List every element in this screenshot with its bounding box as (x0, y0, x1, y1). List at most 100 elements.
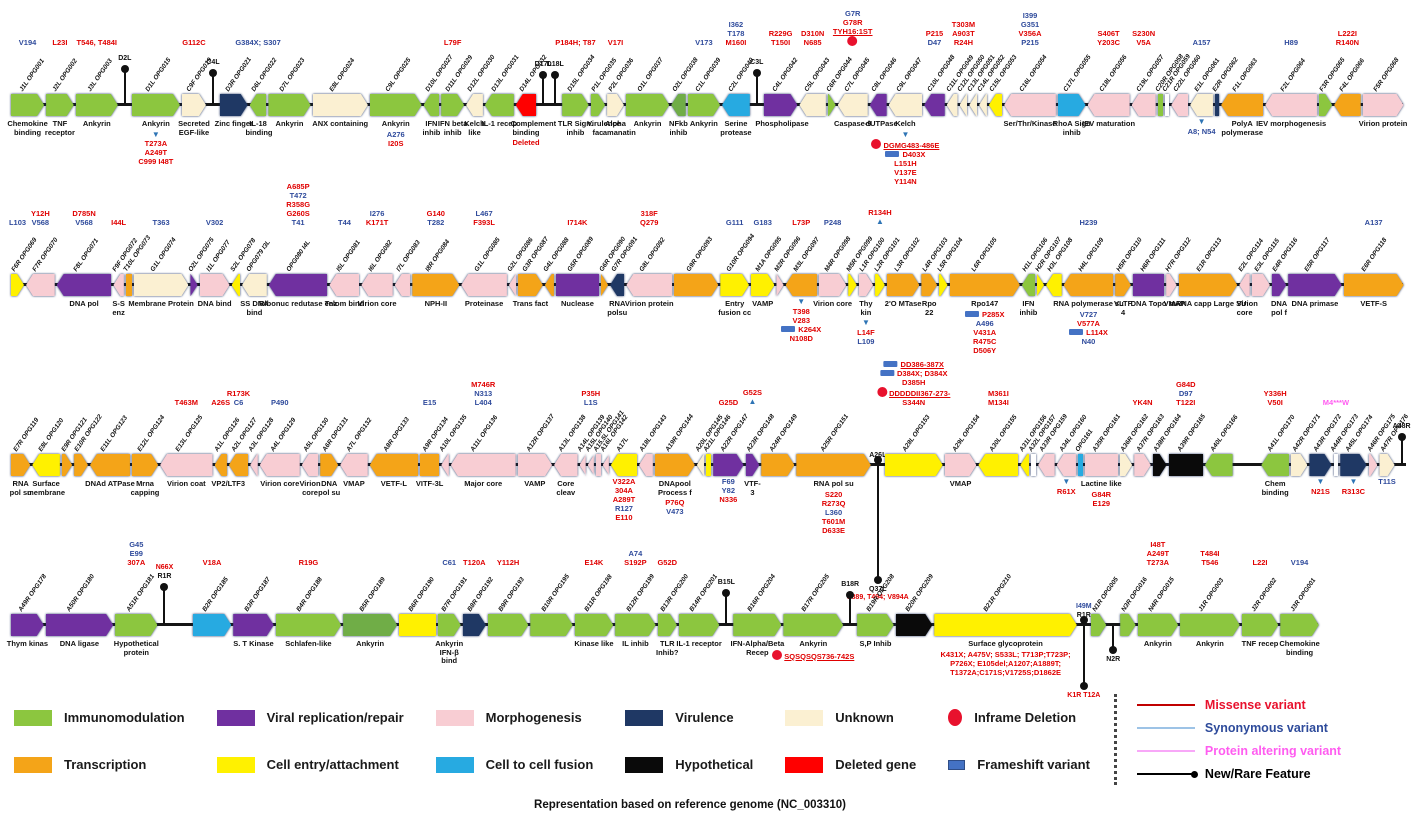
variant-text: T601M (821, 516, 846, 526)
variant-text: P248 (823, 218, 842, 227)
gene-arrow (1180, 614, 1240, 636)
legend-item: Frameshift variant (948, 757, 1090, 772)
variant-annotation: M134I (988, 398, 1009, 407)
variant-annotation: D633E (822, 526, 845, 535)
lollipop-dot (1079, 682, 1088, 690)
gene-function-label: Virion protein (1358, 119, 1408, 128)
gene-arrow (125, 274, 132, 296)
gene-name-label: E8L OPG024 (327, 57, 356, 93)
gene: L1R OPG100 Thy kin ▼ L14F L109 (857, 194, 887, 346)
legend-item: Cell entry/attachment (216, 756, 404, 773)
gene-arrow (466, 94, 483, 116)
gene-name-label: A49R OPG178 (17, 573, 49, 613)
variant-text: P76Q (665, 498, 685, 508)
gene: E3L OPG115 (1252, 194, 1281, 296)
variant-text: V568 (75, 218, 93, 227)
gene-function-label: DNA pol (69, 299, 99, 308)
gene-arrow (313, 94, 368, 116)
variant-text: Y336H (1263, 389, 1287, 398)
variant-text: D633E (822, 525, 846, 535)
variant-text: M4***W (1322, 398, 1350, 407)
variant-annotation: K431X; A475V; S533L; T713P;T723P; (940, 650, 1070, 659)
variant-text: G78R (842, 18, 863, 27)
variant-text: G384X; S307 (235, 38, 281, 47)
gene: O2L OPG075 (187, 194, 216, 296)
variant-annotation: A249T (145, 148, 168, 157)
gene-name-label: J3L OPG003 (85, 57, 114, 93)
gene-arrow (1272, 274, 1286, 296)
gene: E9R OPG121 (60, 374, 89, 476)
gene: L6R OPG105 Rpo147 P285X A496 V431A R475C D506Y (950, 194, 1020, 355)
gene-arrow (1171, 94, 1189, 116)
gene-arrow (848, 274, 856, 296)
variant-text: L23I (52, 38, 68, 47)
variant-arrow-icon: ▼ (1349, 477, 1358, 486)
variant-annotation: P215 (1021, 38, 1039, 47)
gene-arrow (182, 94, 206, 116)
gene-arrow (1340, 454, 1366, 476)
variant-annotation: V194 (19, 38, 37, 47)
gene: G3R OPG087 Trans fact (513, 194, 551, 309)
gene-arrow (595, 454, 601, 476)
variant-annotation: T303M (952, 20, 975, 29)
gene-function-label: Ribonuc redutase enz (259, 299, 338, 308)
variant-annotation: L222I (1338, 29, 1357, 38)
variant-text: D785N (72, 209, 96, 218)
gene-function-label: Surface glycoprotein (968, 639, 1043, 648)
gene-arrow (696, 454, 705, 476)
variant-annotation: 318F (641, 209, 658, 218)
variant-annotation: A48R (1393, 423, 1411, 431)
variant-text: V356A (1018, 29, 1042, 38)
variant-annotation: E99 (130, 549, 143, 558)
gene-function-label: Trans fact (512, 299, 549, 308)
gene: E1R OPG113 mRNA capp Large SU (1169, 194, 1246, 309)
variant-text: T363 (152, 218, 170, 227)
variant-text: V137E (894, 168, 917, 178)
gene: A47R OPG176 T11S (1378, 374, 1410, 486)
gene-arrow (1205, 454, 1233, 476)
variant-text: V17I (607, 38, 624, 47)
variant-text: G84R (1091, 489, 1112, 499)
variant-annotation: T601M (822, 517, 845, 526)
gene: R229G T150I C4L OPG042 Phospholipase (755, 14, 808, 129)
gene-arrow (1166, 274, 1176, 296)
variant-text: I49M (1076, 603, 1092, 611)
variant-annotation: S192P (624, 558, 647, 567)
gene-arrow (655, 454, 695, 476)
variant-text: S230N (1132, 29, 1156, 38)
gene: G183 M1A OPG095 VAMP (751, 194, 783, 309)
variant-text: D403X (902, 150, 926, 160)
variant-line-icon (1136, 771, 1198, 778)
variant-text: R475C (973, 336, 997, 346)
variant-annotation: B15L (718, 579, 735, 587)
inframe-deletion-icon (948, 709, 963, 726)
gene-arrow (320, 454, 338, 476)
gene-arrow (746, 454, 760, 476)
legend-label: Transcription (64, 757, 147, 772)
variant-text: D47 (927, 38, 942, 47)
gene-arrow (134, 274, 189, 296)
gene-arrow (819, 274, 846, 296)
variant-annotation: Y112H (497, 558, 520, 567)
variant-annotation: R140N (1336, 38, 1359, 47)
variant-text: T546 (1201, 558, 1219, 567)
legend-label: Synonymous variant (1204, 721, 1328, 735)
gene-function-label: Thy kin (859, 299, 873, 317)
variant-text: L22I (1252, 558, 1268, 567)
gene-arrow (46, 94, 74, 116)
gene-arrow (945, 454, 977, 476)
gene-function-label: RNA pol su (9, 479, 32, 497)
variant-text: N66X (155, 564, 174, 572)
variant-annotation: P215 (926, 29, 944, 38)
gene-arrow (463, 614, 486, 636)
gene-arrow (979, 94, 987, 116)
gene: G9R OPG093 (674, 194, 718, 296)
variant-annotation: V173 (695, 38, 713, 47)
gene: A42R OPG171 (1291, 374, 1322, 476)
variant-annotation: V568 (75, 218, 93, 227)
gene: H2R OPG107 (1034, 194, 1063, 296)
legend-color-swatch (14, 756, 52, 773)
variant-annotation: P184H; T87 (555, 38, 595, 47)
gene-arrow (1252, 274, 1270, 296)
variant-annotation: ▼ (152, 130, 160, 140)
